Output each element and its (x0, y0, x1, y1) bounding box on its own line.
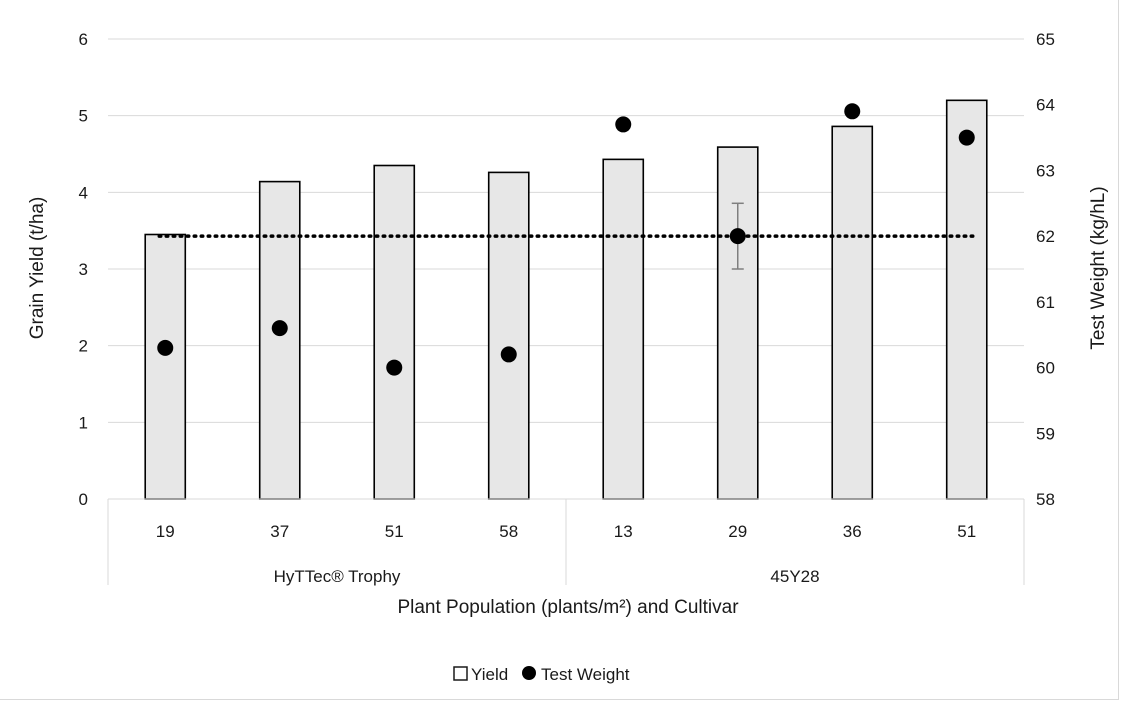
group-label: HyTTec® Trophy (274, 567, 401, 586)
yield-bar (945, 99, 988, 500)
test-weight-point (844, 103, 861, 120)
gridlines (108, 38, 1024, 423)
test-weight-point (271, 320, 288, 337)
y2-tick-label: 65 (1036, 30, 1055, 49)
y2-tick-label: 62 (1036, 227, 1055, 246)
test-weight-point (500, 346, 517, 363)
legend-test-weight-label: Test Weight (541, 665, 630, 684)
x-tick-label: 51 (957, 522, 976, 541)
legend-test-weight-marker (522, 666, 536, 680)
y-tick-label: 0 (79, 490, 88, 509)
y-tick-label: 2 (79, 337, 88, 356)
x-tick-label: 36 (843, 522, 862, 541)
yield-bar (373, 164, 416, 500)
yield-bar (258, 180, 301, 500)
y-tick-label: 1 (79, 413, 88, 432)
legend: Yield Test Weight (453, 665, 630, 684)
yield-bars (144, 99, 988, 500)
group-label: 45Y28 (770, 567, 819, 586)
y-axis-title: Grain Yield (t/ha) (27, 197, 48, 340)
test-weight-points (157, 103, 975, 376)
axes: 0 1 2 3 4 5 6 58 59 60 61 62 63 64 65 19 37 51 58 13 29 36 51 H… (79, 30, 1055, 586)
y-tick-label: 5 (79, 107, 88, 126)
y2-tick-label: 58 (1036, 490, 1055, 509)
legend-yield-label: Yield (471, 665, 508, 684)
test-weight-point (386, 359, 403, 376)
yield-bar (602, 158, 645, 500)
y-tick-label: 6 (79, 30, 88, 49)
legend-yield-swatch (453, 666, 468, 681)
y-tick-label: 4 (79, 183, 88, 202)
y2-tick-label: 64 (1036, 96, 1055, 115)
yield-bar (144, 233, 187, 500)
x-tick-label: 58 (499, 522, 518, 541)
test-weight-point (958, 129, 975, 146)
test-weight-point (729, 228, 746, 245)
y-tick-label: 3 (79, 260, 88, 279)
x-tick-label: 19 (156, 522, 175, 541)
x-tick-label: 51 (385, 522, 404, 541)
x-axis-title: Plant Population (plants/m²) and Cultiva… (397, 597, 739, 618)
yield-bar (716, 146, 759, 500)
yield-bar (487, 171, 530, 500)
x-tick-label: 37 (270, 522, 289, 541)
y2-tick-label: 59 (1036, 424, 1055, 443)
test-weight-point (157, 339, 174, 356)
yield-bar (831, 125, 874, 500)
x-tick-label: 29 (728, 522, 747, 541)
y2-axis-title: Test Weight (kg/hL) (1088, 186, 1109, 349)
x-tick-label: 13 (614, 522, 633, 541)
test-weight-point (615, 116, 632, 133)
y2-tick-label: 61 (1036, 293, 1055, 312)
y2-tick-label: 63 (1036, 161, 1055, 180)
y2-tick-label: 60 (1036, 359, 1055, 378)
